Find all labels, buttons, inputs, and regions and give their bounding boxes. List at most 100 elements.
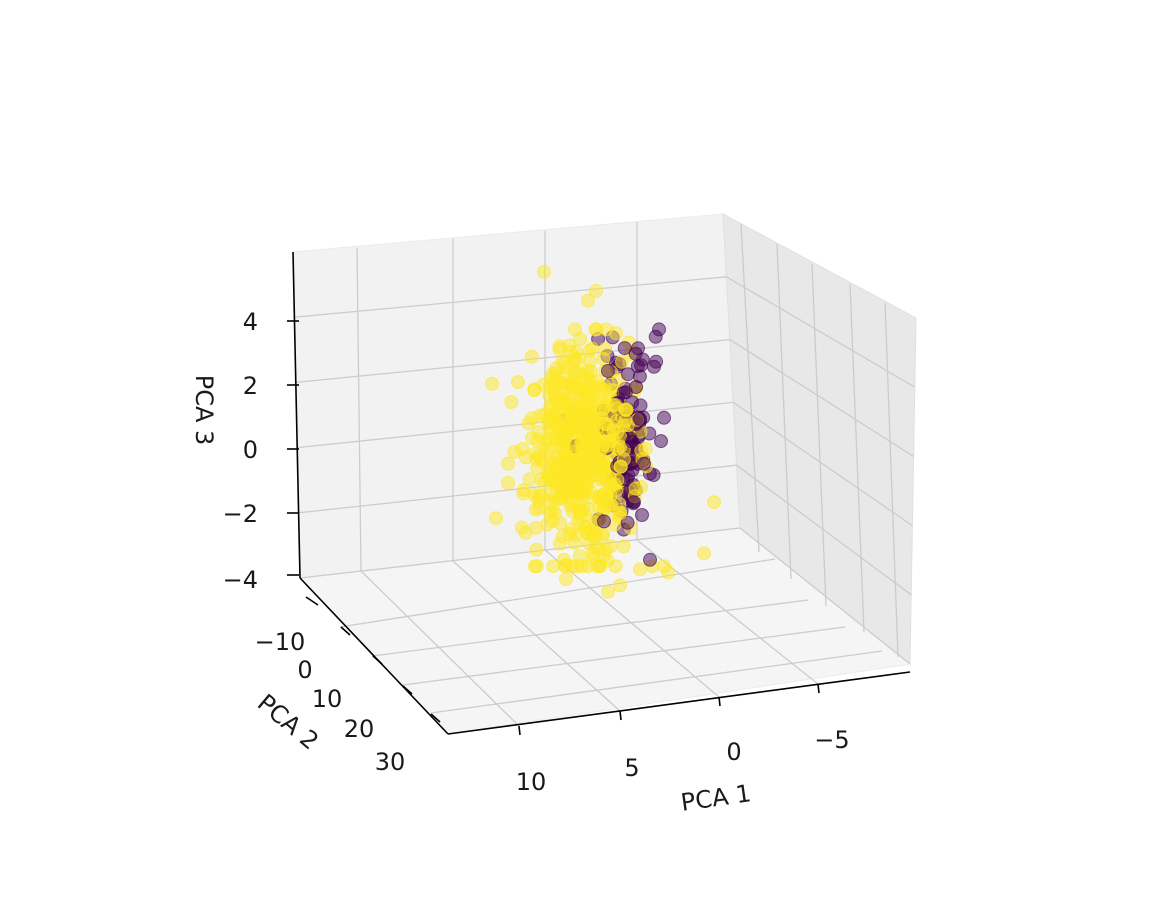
purple-point [620, 515, 635, 530]
purple-point [635, 508, 649, 522]
yellow-point [542, 379, 557, 394]
yellow-point [501, 476, 515, 490]
yellow-point [585, 412, 599, 426]
data-points [485, 264, 721, 599]
purple-point [637, 456, 651, 471]
yellow-point [592, 452, 607, 467]
yellow-point [531, 488, 546, 503]
yellow-point [537, 264, 551, 279]
z-tick-label: −4 [223, 566, 258, 594]
x-tick-mark [518, 725, 521, 736]
purple-point [633, 398, 648, 413]
yellow-point [553, 536, 567, 551]
yellow-point [575, 444, 589, 458]
x-tick-mark [718, 696, 721, 707]
purple-point [648, 329, 663, 344]
yellow-point [527, 559, 542, 574]
back-wall-gridline-vertical [356, 247, 362, 572]
yellow-point [525, 431, 539, 446]
yellow-point [521, 416, 536, 431]
yellow-point [516, 486, 531, 501]
yellow-point [507, 445, 522, 459]
yellow-point [606, 423, 621, 438]
x-tick-mark [817, 683, 820, 694]
purple-point [617, 341, 632, 356]
yellow-point [561, 460, 575, 474]
z-tick-label: −2 [223, 500, 258, 528]
yellow-point [661, 565, 675, 580]
y-tick-mark [305, 596, 319, 606]
yellow-point [616, 452, 631, 467]
purple-point [647, 359, 661, 374]
purple-point [654, 434, 668, 449]
grid-lines [294, 222, 916, 727]
yellow-point [529, 520, 543, 535]
yellow-point [618, 414, 633, 428]
yellow-point [633, 562, 647, 577]
floor-gridline-y [339, 558, 776, 628]
yellow-point [601, 584, 615, 599]
x-tick-mark [619, 710, 622, 721]
floor-gridline-y [402, 626, 846, 686]
yellow-point [707, 495, 721, 510]
yellow-point [540, 432, 555, 447]
purple-point [643, 552, 657, 567]
back-wall-gridline-horizontal [299, 527, 741, 579]
yellow-point [527, 383, 542, 398]
yellow-point [598, 342, 613, 357]
right-wall-gridline-vertical [849, 283, 865, 633]
purple-point [657, 410, 671, 425]
z-tick-label: 2 [243, 372, 258, 400]
x-tick-label: 5 [624, 754, 639, 782]
yellow-point [545, 514, 560, 529]
yellow-point [603, 539, 618, 554]
yellow-point [578, 425, 593, 440]
yellow-point [616, 539, 631, 554]
right-wall-gridline-horizontal [736, 464, 912, 596]
axis-lines [287, 251, 911, 736]
yellow-point [581, 293, 595, 308]
yellow-point [522, 472, 537, 487]
floor-gridline-x [452, 560, 621, 712]
yellow-point [551, 396, 565, 410]
yellow-point [501, 456, 515, 471]
z-tick-label: 0 [243, 436, 258, 464]
floor-gridline-y [430, 650, 883, 714]
yellow-point [581, 536, 596, 551]
purple-point [628, 346, 643, 361]
purple-point [601, 364, 615, 378]
purple-point [627, 495, 641, 510]
floor-gridline-y [371, 599, 809, 657]
y-tick-label: 30 [375, 748, 406, 776]
yellow-point [569, 344, 583, 359]
yellow-point [612, 497, 627, 512]
x-axis-label: PCA 1 [679, 779, 753, 817]
yellow-point [569, 485, 583, 500]
right-wall-gridline-vertical [811, 263, 827, 607]
yellow-point [557, 552, 571, 567]
yellow-point [559, 572, 573, 586]
purple-point [597, 514, 611, 529]
y-tick-mark [340, 626, 351, 636]
yellow-point [697, 546, 711, 561]
yellow-point [593, 472, 607, 487]
z-axis-label: PCA 3 [190, 375, 218, 446]
back-wall-gridline-horizontal [294, 276, 727, 318]
yellow-point [596, 382, 611, 397]
yellow-point [589, 284, 603, 298]
yellow-point [536, 455, 551, 470]
yellow-point [547, 490, 562, 505]
y-tick-label: 0 [297, 656, 312, 684]
z-axis-line [292, 251, 301, 579]
y-tick-label: −10 [255, 628, 306, 656]
yellow-point [504, 395, 519, 409]
purple-point [629, 380, 643, 394]
y-tick-label: 10 [312, 685, 343, 713]
yellow-point [608, 559, 623, 574]
yellow-point [519, 450, 533, 465]
yellow-point [489, 511, 503, 526]
z-tick-label: 4 [243, 308, 258, 336]
yellow-point [565, 522, 580, 536]
